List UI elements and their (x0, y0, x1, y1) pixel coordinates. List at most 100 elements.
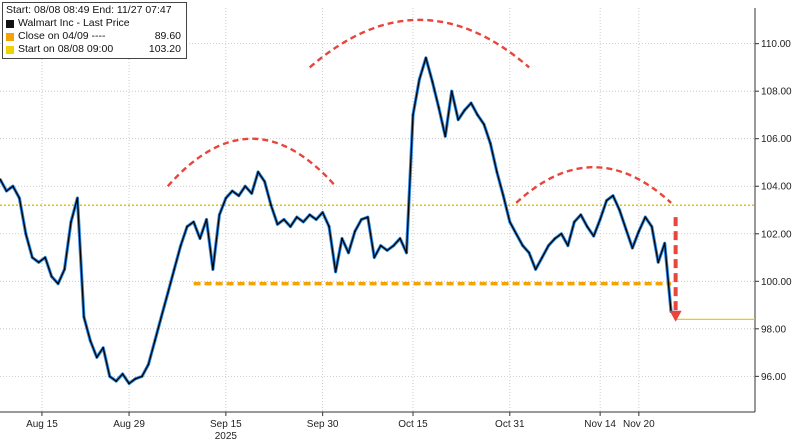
price-point (82, 316, 85, 318)
price-point (437, 106, 440, 109)
price-point (637, 230, 640, 233)
price-point (128, 382, 130, 385)
price-point (76, 197, 79, 200)
price-point (289, 225, 292, 228)
x-year-label: 2025 (215, 431, 238, 442)
price-point (489, 142, 492, 145)
price-point (470, 102, 472, 104)
price-point (12, 185, 14, 188)
x-tick-label: Oct 31 (495, 419, 525, 430)
price-point (599, 218, 602, 221)
price-point (483, 123, 485, 126)
price-point (502, 194, 505, 197)
price-point (212, 268, 214, 271)
price-point (405, 251, 408, 254)
chart-legend: Start: 08/08 08:49 End: 11/27 07:47 Walm… (2, 2, 187, 59)
price-point (263, 180, 266, 183)
price-point (134, 377, 137, 380)
price-point (547, 244, 550, 247)
y-tick-label: 108.00 (761, 87, 792, 98)
price-point (444, 135, 447, 138)
price-point (618, 209, 621, 211)
price-point (95, 356, 98, 359)
x-tick-label: Sep 15 (210, 419, 242, 430)
price-point (160, 316, 163, 318)
price-point (37, 261, 40, 264)
price-point (0, 178, 1, 181)
price-point (270, 204, 272, 207)
annotation-arc-left-shoulder (166, 137, 337, 188)
price-line-highlight (0, 56, 673, 386)
price-point (528, 251, 531, 254)
legend-swatch-yellow (6, 45, 14, 54)
price-point (57, 282, 59, 285)
y-tick-label: 106.00 (761, 134, 792, 145)
price-point (360, 218, 363, 221)
legend-label: Close on 04/09 ---- (18, 30, 106, 42)
price-point (244, 185, 247, 188)
price-point (321, 211, 324, 214)
price-point (341, 237, 343, 240)
price-point (24, 232, 27, 235)
price-point (192, 220, 195, 223)
price-point (153, 339, 156, 342)
price-point (373, 256, 376, 259)
price-point (431, 80, 434, 83)
price-point (250, 192, 253, 195)
price-point (89, 339, 92, 342)
price-point (508, 220, 511, 223)
price-point (631, 247, 634, 249)
price-point (218, 213, 221, 216)
price-point (302, 220, 305, 223)
annotation-arc-right-shoulder (515, 166, 672, 204)
price-point (31, 256, 34, 259)
x-tick-label: Aug 15 (26, 419, 58, 430)
price-point (366, 216, 369, 219)
price-point (237, 194, 240, 197)
annotation-arrow-head (669, 310, 682, 322)
price-point (295, 216, 298, 219)
price-point (186, 225, 189, 228)
y-tick-label: 96.00 (761, 372, 786, 383)
price-point (5, 190, 8, 192)
y-tick-label: 98.00 (761, 324, 786, 335)
price-point (657, 261, 660, 264)
price-point (121, 373, 124, 375)
price-point (18, 197, 21, 200)
price-point (283, 218, 285, 221)
price-point (166, 292, 169, 295)
x-tick-label: Nov 14 (584, 419, 616, 430)
price-point (50, 275, 53, 278)
x-tick-label: Aug 29 (113, 419, 145, 430)
price-point (476, 114, 479, 116)
price-point (586, 225, 589, 228)
price-point (605, 199, 608, 202)
price-point (63, 268, 66, 271)
legend-item-close: Close on 04/09 ---- 89.60 (6, 30, 181, 43)
y-tick-label: 110.00 (761, 39, 791, 50)
y-tick-label: 104.00 (761, 182, 792, 193)
legend-value: 89.60 (154, 30, 181, 42)
legend-label: Walmart Inc - Last Price (18, 17, 130, 29)
price-point (44, 256, 47, 259)
price-point (276, 223, 279, 226)
price-point (592, 235, 595, 238)
price-point (573, 220, 576, 223)
price-point (399, 237, 401, 240)
price-point (650, 225, 653, 228)
price-point (560, 232, 563, 235)
price-point (521, 244, 524, 247)
price-point (173, 268, 176, 271)
legend-item-start: Start on 08/08 09:00 103.20 (6, 43, 181, 56)
y-tick-label: 100.00 (761, 277, 792, 288)
price-point (424, 57, 427, 59)
price-point (579, 213, 582, 216)
price-point (308, 213, 311, 216)
price-point (347, 251, 350, 254)
price-point (392, 244, 395, 247)
price-point (450, 90, 453, 93)
price-line (0, 57, 672, 385)
legend-label: Start on 08/08 09:00 (18, 43, 114, 55)
